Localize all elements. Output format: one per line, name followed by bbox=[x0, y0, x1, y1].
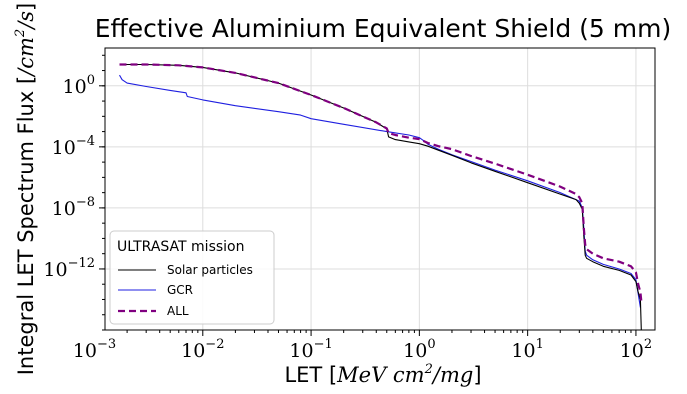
x-axis-label-sup: 2 bbox=[424, 362, 433, 377]
y-tick-exponent: −12 bbox=[68, 256, 95, 271]
x-tick-label: 101 bbox=[511, 337, 543, 362]
x-tick-label: 102 bbox=[620, 337, 652, 362]
y-tick-base: 10 bbox=[52, 137, 76, 159]
x-axis-label: LET [MeV cm2/mg] bbox=[284, 362, 481, 387]
y-axis-label: Integral LET Spectrum Flux [/cm2/s] bbox=[13, 3, 38, 376]
x-tick-base: 10 bbox=[403, 340, 427, 362]
legend-title: ULTRASAT mission bbox=[117, 239, 245, 255]
x-tick-base: 10 bbox=[511, 340, 535, 362]
x-tick-exponent: −2 bbox=[205, 337, 224, 352]
y-tick-label: 10−12 bbox=[43, 256, 95, 281]
y-axis-label-sup: 2 bbox=[13, 29, 28, 38]
series-line-solar-particles bbox=[119, 63, 642, 331]
x-tick-base: 10 bbox=[620, 340, 644, 362]
legend-label-gcr: GCR bbox=[167, 283, 193, 297]
x-tick-base: 10 bbox=[289, 340, 313, 362]
y-tick-exponent: 0 bbox=[87, 73, 95, 88]
legend-label-solar-particles: Solar particles bbox=[167, 263, 253, 277]
x-tick-label: 10−3 bbox=[73, 337, 116, 362]
y-axis-label-suffix: ] bbox=[14, 3, 38, 11]
x-axis-label-math: MeV cm bbox=[336, 363, 424, 387]
x-tick-exponent: 2 bbox=[644, 337, 652, 352]
y-tick-label: 100 bbox=[63, 73, 95, 98]
y-axis-label-tail: /s bbox=[14, 11, 38, 31]
legend-box bbox=[109, 230, 275, 325]
chart-title: Effective Aluminium Equivalent Shield (5… bbox=[95, 14, 672, 43]
x-tick-exponent: 0 bbox=[427, 337, 435, 352]
x-tick-base: 10 bbox=[73, 340, 97, 362]
x-axis-label-prefix: LET [ bbox=[284, 363, 337, 387]
legend-label-all: ALL bbox=[167, 304, 189, 318]
y-tick-label: 10−4 bbox=[52, 134, 95, 159]
legend: ULTRASAT mission Solar particles GCR ALL bbox=[109, 230, 275, 325]
series-lines bbox=[119, 63, 643, 331]
y-axis-label-math: /cm bbox=[14, 37, 38, 78]
y-tick-base: 10 bbox=[52, 198, 76, 220]
series-line-gcr bbox=[119, 74, 641, 308]
y-axis-label-prefix: Integral LET Spectrum Flux [ bbox=[14, 76, 38, 375]
x-tick-exponent: 1 bbox=[536, 337, 544, 352]
x-tick-exponent: −1 bbox=[314, 337, 333, 352]
x-tick-label: 10−2 bbox=[181, 337, 224, 362]
plot-frame bbox=[104, 47, 656, 331]
x-axis-label-suffix: ] bbox=[473, 363, 481, 387]
x-axis-label-tail: /mg bbox=[431, 363, 473, 387]
x-tick-label: 100 bbox=[403, 337, 435, 362]
x-tick-base: 10 bbox=[181, 340, 205, 362]
x-tick-exponent: −3 bbox=[97, 337, 116, 352]
x-tick-label: 10−1 bbox=[289, 337, 332, 362]
y-tick-label: 10−8 bbox=[52, 195, 95, 220]
y-tick-base: 10 bbox=[43, 259, 67, 281]
y-tick-base: 10 bbox=[63, 76, 87, 98]
series-line-all bbox=[119, 63, 643, 302]
y-tick-exponent: −8 bbox=[76, 195, 95, 210]
y-tick-exponent: −4 bbox=[76, 134, 95, 149]
